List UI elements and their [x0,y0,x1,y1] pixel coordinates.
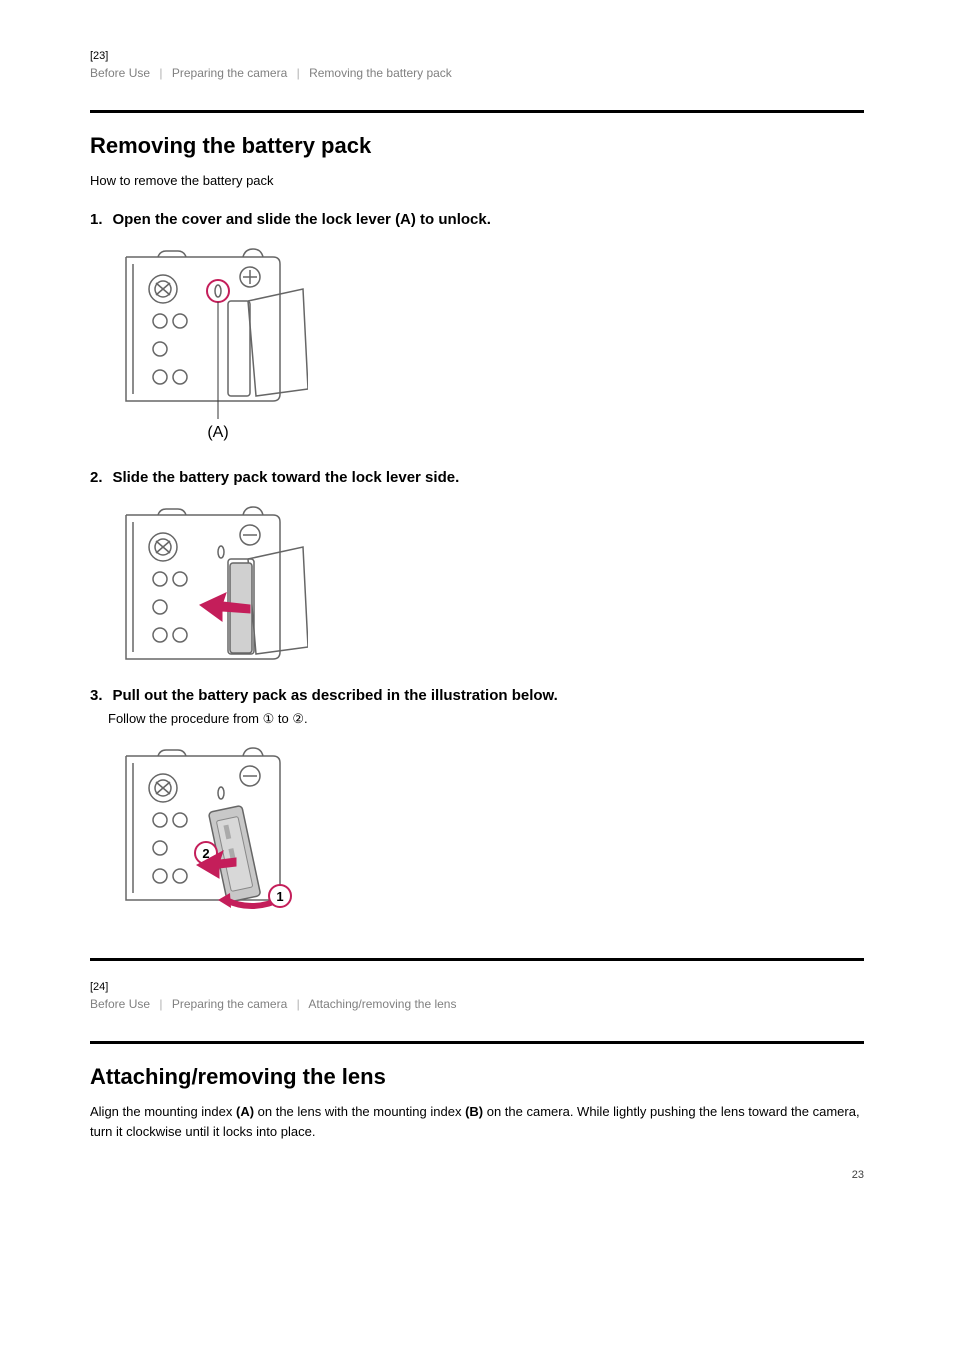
section-divider [90,1041,864,1044]
diagram-step1: (A) [108,239,864,449]
step-subtext: Follow the procedure from ① to ②. [108,709,864,729]
intro-mid: on the lens with the mounting index [254,1104,465,1119]
breadcrumb-part: Before Use [90,997,150,1011]
step-label: (A) [395,211,416,228]
breadcrumb-part: Before Use [90,66,150,80]
intro-text: Align the mounting index (A) on the lens… [90,1102,864,1141]
breadcrumb-part: Preparing the camera [172,66,287,80]
section-title: Removing the battery pack [90,133,864,159]
breadcrumb-part: Removing the battery pack [309,66,452,80]
section-label: [23] [90,50,864,62]
svg-text:1: 1 [276,889,283,904]
section-label: [24] [90,981,864,993]
intro-pre: Align the mounting index [90,1104,236,1119]
breadcrumb: Before Use | Preparing the camera | Atta… [90,997,864,1011]
breadcrumb-sep: | [159,66,162,80]
step-number: 3. [90,687,108,704]
step-text: Open the cover and slide the lock lever … [112,211,490,228]
step-item: 1. Open the cover and slide the lock lev… [90,211,864,449]
intro-text: How to remove the battery pack [90,171,864,191]
section-divider [90,110,864,113]
step-number: 2. [90,469,108,486]
diagram-step3: 2 1 [108,738,864,918]
breadcrumb-sep: | [297,997,300,1011]
breadcrumb-part: Preparing the camera [172,997,287,1011]
breadcrumb: Before Use | Preparing the camera | Remo… [90,66,864,80]
breadcrumb-sep: | [297,66,300,80]
section-divider [90,958,864,961]
section-title: Attaching/removing the lens [90,1064,864,1090]
step-text-post: to unlock. [416,211,491,228]
breadcrumb-sep: | [159,997,162,1011]
diagram-step2 [108,497,864,667]
step-number: 1. [90,211,108,228]
breadcrumb-part: Attaching/removing the lens [308,997,456,1011]
step-text: Pull out the battery pack as described i… [112,687,557,704]
step-text-pre: Open the cover and slide the lock lever [112,211,395,228]
label-b: (B) [465,1104,483,1119]
label-a: (A) [236,1104,254,1119]
page-number: 23 [90,1169,864,1181]
step-item: 2. Slide the battery pack toward the loc… [90,469,864,667]
step-text: Slide the battery pack toward the lock l… [112,469,459,486]
svg-text:(A): (A) [207,424,228,441]
step-item: 3. Pull out the battery pack as describe… [90,687,864,919]
